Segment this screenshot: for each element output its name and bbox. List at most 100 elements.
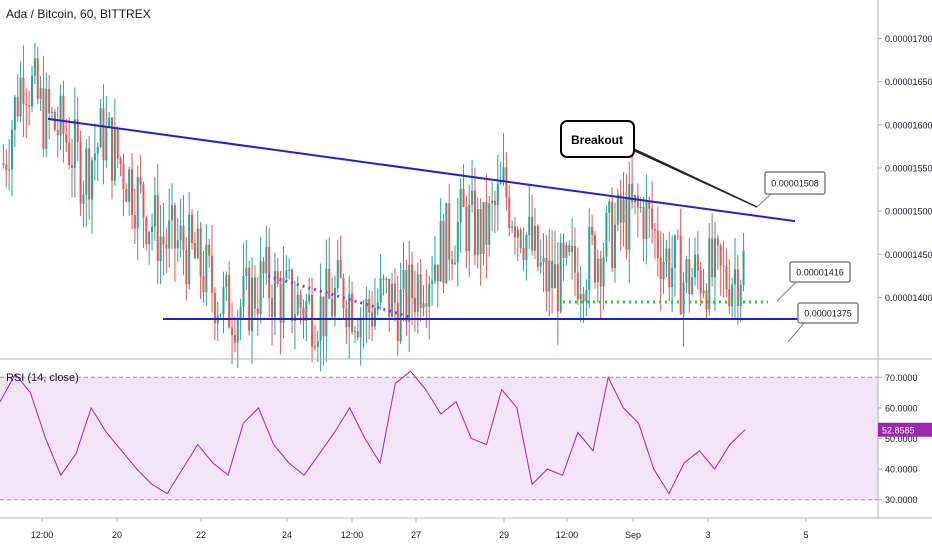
candle-body [291, 269, 294, 322]
candle-body [436, 264, 439, 282]
candle-body [522, 247, 525, 260]
candle-body [662, 261, 665, 280]
price-tick-label: 0.00001450 [885, 250, 932, 260]
candle-body [299, 294, 302, 308]
candle-body [259, 261, 262, 315]
candle-body [593, 235, 596, 283]
candle-body [13, 97, 16, 130]
price-tick-label: 0.00001550 [885, 164, 932, 174]
candle-body [79, 142, 82, 204]
candle-body [465, 206, 468, 251]
candle-body [93, 153, 96, 161]
candle-body [559, 242, 562, 312]
rsi-band [0, 377, 878, 500]
candle-body [431, 280, 434, 284]
candle-body [165, 244, 168, 249]
rsi-title: RSI (14, close) [6, 372, 79, 384]
price-tick-label: 0.00001700 [885, 34, 932, 44]
candle-body [236, 318, 239, 343]
candle-body [396, 302, 399, 342]
candle-body [562, 242, 565, 258]
level-low-callout-box [797, 302, 859, 324]
candle-body [728, 289, 731, 307]
candle-body [608, 201, 611, 213]
candle-body [162, 236, 165, 245]
symbol-title: Ada / Bitcoin, 60, BITTREX [6, 7, 151, 21]
candle-body [282, 277, 285, 323]
candle-body [673, 235, 676, 268]
candle-body [613, 224, 616, 269]
candle-body [211, 255, 214, 293]
candle-body [668, 248, 671, 288]
candle-body [422, 303, 425, 309]
level-mid-callout-label: 0.00001416 [796, 268, 844, 278]
candle-body [48, 88, 51, 114]
candle-body [222, 287, 225, 315]
candle-body [193, 243, 196, 259]
candle-body [653, 229, 656, 231]
time-tick-label: 5 [803, 530, 808, 540]
candle-body [693, 254, 696, 278]
level-upper-callout-pointer [756, 193, 772, 208]
candle-body [468, 204, 471, 251]
candle-body [525, 235, 528, 260]
candle-body [233, 335, 236, 343]
candle-body [308, 294, 311, 302]
candle-body [302, 307, 305, 321]
candle-body [591, 226, 594, 236]
candle-body [116, 127, 119, 159]
candle-body [579, 293, 582, 300]
candle-body [25, 103, 28, 106]
candle-body [508, 197, 511, 228]
candle-body [596, 258, 599, 283]
candle-body [725, 266, 728, 290]
candle-body [148, 231, 151, 245]
rsi-line [0, 370, 746, 495]
candle-body [685, 259, 688, 283]
candle-body [622, 199, 625, 223]
time-tick-label: 27 [411, 530, 421, 540]
candle-body [171, 205, 174, 221]
candle-body [125, 188, 128, 202]
candle-body [582, 293, 585, 302]
candle-body [28, 105, 31, 107]
candle-body [91, 160, 94, 200]
candle-body [656, 230, 659, 259]
time-tick-label: 3 [705, 530, 710, 540]
rsi-series-line [0, 370, 746, 495]
candle-body [228, 274, 231, 328]
candle-body [388, 278, 391, 317]
callouts: 0.00001508 0.00001416 0.00001375 Breakout [560, 120, 859, 343]
candle-body [539, 262, 542, 267]
candle-body [393, 283, 396, 303]
candle-body [576, 272, 579, 300]
rsi-tick-label: 60.0000 [885, 403, 918, 413]
candle-body [11, 129, 14, 170]
candle-body [705, 290, 708, 310]
drawings[interactable] [47, 117, 812, 321]
candle-body [173, 205, 176, 249]
candle-body [88, 148, 91, 200]
candle-body [379, 278, 382, 303]
candle-body [342, 277, 345, 309]
rsi-guides [0, 376, 878, 501]
candle-body [133, 215, 136, 229]
candle-body [353, 331, 356, 333]
candle-body [588, 226, 591, 290]
candle-body [742, 250, 745, 285]
candle-body [459, 188, 462, 223]
candle-body [611, 201, 614, 269]
candle-body [31, 75, 34, 107]
breakout-label: Breakout [571, 133, 623, 147]
candle-body [268, 246, 271, 298]
level-low-callout-label: 0.00001375 [804, 309, 852, 319]
candle-body [433, 264, 436, 281]
candle-body [242, 276, 245, 307]
candle-body [719, 245, 722, 266]
candle-body [51, 111, 54, 114]
candle-body [311, 294, 314, 347]
candle-body [348, 293, 351, 327]
candle-body [182, 225, 185, 251]
candle-body [428, 283, 431, 307]
